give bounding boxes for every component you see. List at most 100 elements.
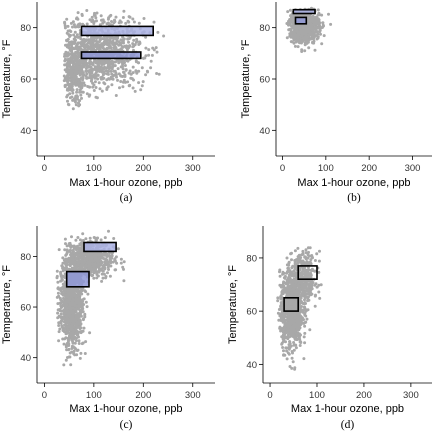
data-point [302, 318, 305, 322]
data-point [297, 33, 301, 37]
data-point [79, 68, 83, 72]
data-point [69, 252, 73, 256]
data-point [98, 69, 102, 73]
x-tick-label: 300 [185, 390, 201, 401]
data-point [104, 38, 107, 42]
data-point [77, 80, 81, 84]
data-point [65, 325, 69, 329]
data-point [74, 38, 77, 42]
data-point [294, 303, 298, 307]
data-point [80, 288, 84, 292]
x-tick-label: 100 [318, 163, 334, 174]
data-point [307, 17, 311, 21]
data-point [72, 261, 76, 265]
data-point [317, 270, 321, 274]
data-point [92, 39, 96, 43]
data-point [315, 37, 319, 41]
data-point [315, 252, 319, 256]
x-axis-title: Max 1-hour ozone, ppb [69, 403, 182, 415]
data-point [144, 46, 148, 50]
data-point [65, 66, 69, 70]
data-point [64, 263, 68, 267]
data-point [101, 18, 105, 22]
data-point [99, 45, 103, 49]
data-point [65, 331, 69, 335]
data-point [69, 325, 72, 328]
data-point [113, 20, 117, 24]
data-point [316, 35, 320, 39]
data-point [95, 273, 99, 276]
data-point [107, 43, 111, 47]
data-point [115, 261, 119, 265]
data-point [296, 35, 300, 39]
data-point [83, 352, 87, 355]
data-point [307, 20, 310, 24]
data-point [289, 344, 293, 348]
x-axis-title: Max 1-hour ozone, ppb [297, 177, 410, 189]
data-point [121, 80, 125, 84]
data-point [76, 294, 80, 298]
data-point [98, 253, 102, 257]
data-point [81, 329, 85, 333]
data-point [140, 84, 144, 88]
data-point [82, 326, 86, 330]
data-point [64, 50, 68, 54]
data-point [296, 37, 300, 41]
data-point [70, 77, 74, 81]
panel-label: (b) [347, 192, 361, 204]
data-point [290, 291, 294, 295]
data-point [303, 331, 307, 335]
data-point [144, 35, 148, 39]
data-point [303, 313, 307, 317]
data-point [289, 40, 293, 44]
data-point [91, 264, 95, 268]
data-point [311, 40, 315, 44]
data-point [70, 84, 74, 88]
data-point [61, 269, 65, 273]
data-point [59, 279, 63, 283]
data-point [311, 281, 315, 284]
data-point [152, 48, 156, 52]
data-point [64, 253, 68, 257]
data-point [290, 19, 293, 23]
data-point [294, 24, 298, 28]
data-point [69, 363, 73, 367]
data-point [67, 267, 71, 271]
data-point [290, 350, 294, 353]
data-point [57, 287, 61, 291]
data-point [94, 42, 98, 46]
data-point [121, 265, 125, 269]
data-point [112, 237, 116, 240]
x-tick-label: 0 [42, 390, 47, 401]
data-point [57, 248, 61, 252]
data-point [283, 313, 286, 317]
data-point [278, 274, 282, 278]
data-point [309, 288, 313, 292]
data-point [285, 292, 289, 296]
data-point [74, 339, 78, 343]
data-point [60, 324, 64, 328]
data-point [70, 268, 74, 272]
data-point [66, 288, 70, 292]
data-point [309, 37, 313, 41]
data-point [304, 248, 308, 252]
data-point [68, 82, 72, 86]
data-point [137, 61, 140, 65]
data-point [118, 86, 121, 90]
data-point [105, 60, 109, 64]
data-point [70, 301, 74, 304]
data-point [308, 260, 312, 264]
data-point [142, 56, 146, 60]
data-point [286, 282, 290, 286]
data-point [290, 312, 294, 316]
data-point [144, 73, 148, 77]
data-point [281, 319, 285, 323]
data-point [64, 76, 68, 80]
data-point [276, 299, 280, 303]
data-point [103, 65, 106, 69]
data-point [75, 72, 79, 75]
data-point [292, 348, 296, 352]
data-point [66, 24, 70, 28]
